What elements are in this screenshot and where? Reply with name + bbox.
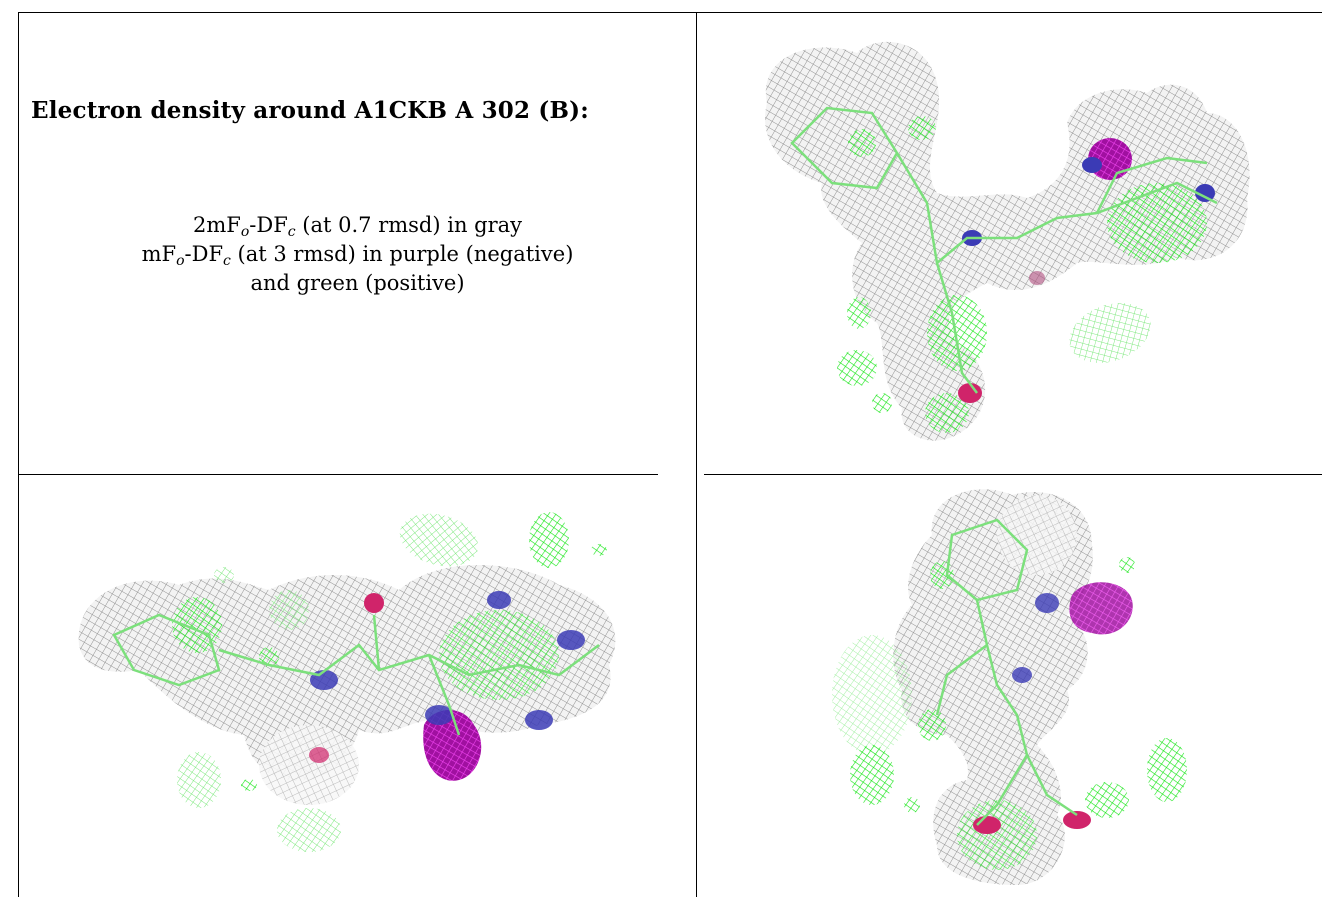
- description-cell: Electron density around A1CKB A 302 (B):…: [19, 13, 696, 474]
- density-map-image: [765, 41, 1250, 441]
- density-map-image: [832, 489, 1187, 885]
- negative-difference-density: [1069, 582, 1133, 635]
- ligand-model: [790, 106, 1218, 394]
- table-divider-left: [18, 474, 658, 475]
- density-view-bottom-right: [697, 475, 1322, 897]
- ligand-model: [935, 518, 1078, 826]
- atom-markers: [973, 593, 1091, 834]
- positive-difference-density: [837, 116, 1207, 433]
- table-divider-right: [704, 474, 1322, 475]
- gray-density-mesh: [765, 41, 1250, 441]
- atom-markers: [958, 157, 1215, 403]
- negative-difference-density: [423, 710, 482, 781]
- density-view-bottom-left: [19, 475, 696, 897]
- legend-line-difference: mFo-DFc (at 3 rmsd) in purple (negative): [141, 242, 574, 269]
- density-map-image: [78, 512, 616, 852]
- positive-difference-density: [832, 557, 1187, 870]
- legend-line-gray: 2mFo-DFc (at 0.7 rmsd) in gray: [192, 213, 523, 240]
- atom-markers: [309, 591, 585, 763]
- table-border-top: [18, 12, 1322, 13]
- table-border-left: [18, 12, 19, 897]
- legend-block: 2mFo-DFc (at 0.7 rmsd) in gray mFo-DFc (…: [19, 211, 696, 298]
- density-view-top-right: [697, 13, 1322, 474]
- figure-title: Electron density around A1CKB A 302 (B):: [31, 97, 589, 124]
- legend-line-green: and green (positive): [250, 271, 465, 295]
- table-divider-vertical: [696, 12, 697, 897]
- ligand-model: [112, 613, 600, 736]
